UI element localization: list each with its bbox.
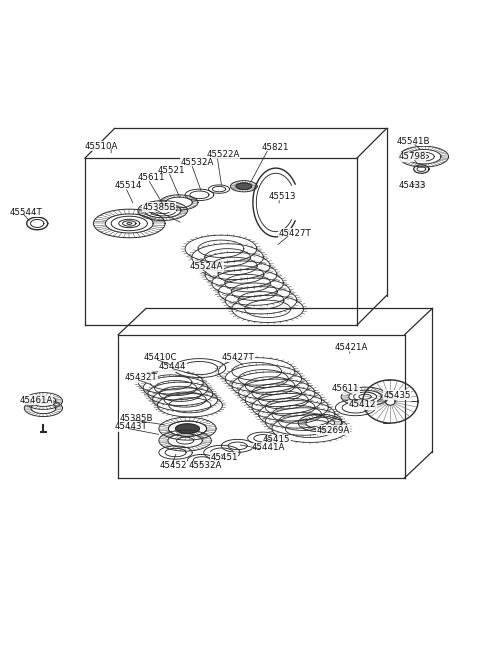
- Text: 45451: 45451: [210, 453, 238, 462]
- Text: 45611: 45611: [332, 384, 359, 393]
- Text: 45513: 45513: [269, 192, 296, 201]
- Polygon shape: [415, 182, 423, 187]
- Text: 45269A: 45269A: [316, 426, 349, 435]
- Text: 45443T: 45443T: [115, 422, 148, 431]
- Text: 45510A: 45510A: [85, 141, 118, 151]
- Text: 45432T: 45432T: [124, 373, 157, 382]
- Text: 45412: 45412: [349, 400, 376, 409]
- Text: 45544T: 45544T: [10, 208, 43, 217]
- Text: 45452: 45452: [160, 461, 187, 470]
- Polygon shape: [236, 183, 252, 189]
- Text: 45532A: 45532A: [180, 158, 214, 167]
- Text: 45611: 45611: [137, 173, 165, 182]
- Text: 45427T: 45427T: [278, 229, 311, 238]
- Text: 45427T: 45427T: [222, 353, 254, 362]
- Text: 45522A: 45522A: [206, 150, 240, 159]
- Text: 45410C: 45410C: [144, 353, 177, 362]
- Text: 45521: 45521: [158, 166, 185, 174]
- Text: 45541B: 45541B: [396, 137, 430, 146]
- Text: 45421A: 45421A: [335, 343, 368, 352]
- Text: 45385B: 45385B: [120, 414, 153, 422]
- Text: 45461A: 45461A: [20, 396, 53, 405]
- Text: 45435: 45435: [383, 391, 411, 400]
- Polygon shape: [176, 424, 199, 434]
- Text: 45444: 45444: [159, 362, 186, 371]
- Text: 45524A: 45524A: [190, 263, 223, 271]
- Text: 45441A: 45441A: [252, 443, 285, 452]
- Text: 45415: 45415: [263, 435, 290, 444]
- Text: 45433: 45433: [398, 181, 426, 190]
- Text: 45514: 45514: [115, 181, 143, 190]
- Text: 45385B: 45385B: [142, 203, 176, 212]
- Text: 45798: 45798: [398, 152, 426, 161]
- Text: 45821: 45821: [262, 143, 289, 151]
- Text: 45532A: 45532A: [189, 461, 222, 470]
